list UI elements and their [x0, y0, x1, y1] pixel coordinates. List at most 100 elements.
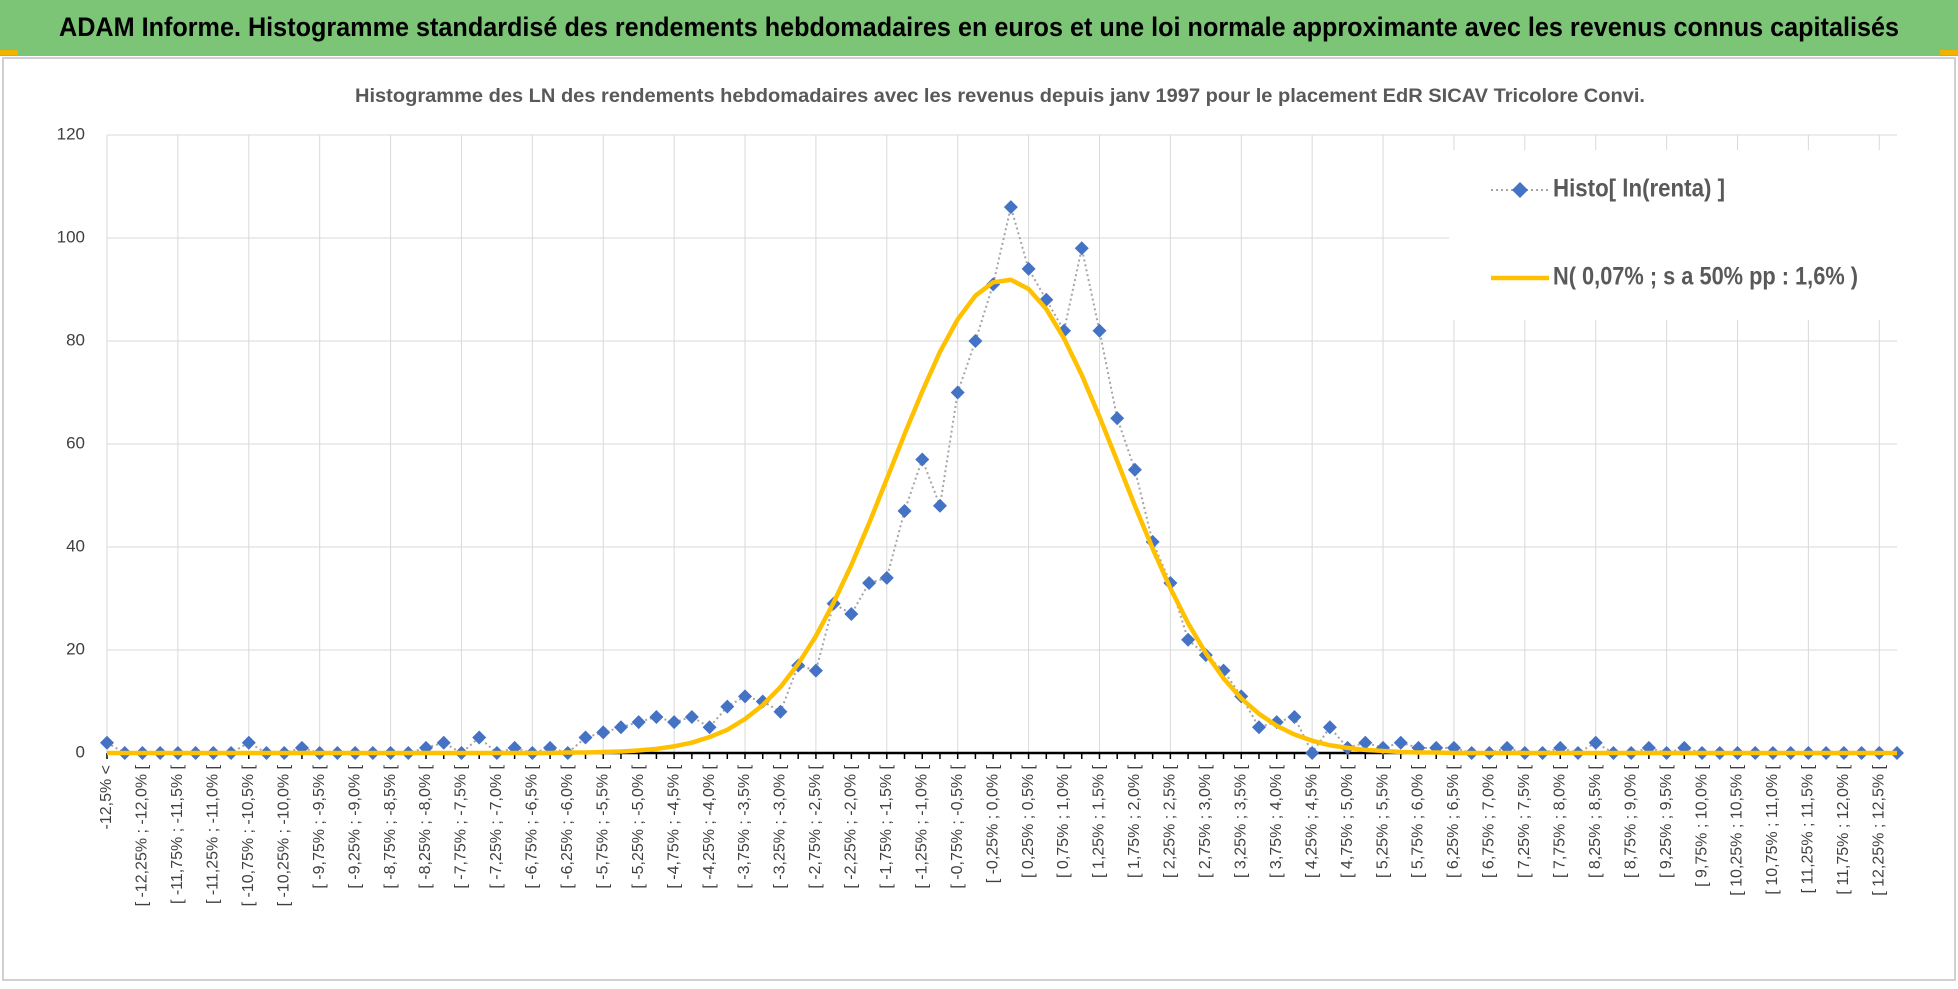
data-point	[613, 720, 628, 735]
data-point	[1092, 323, 1107, 338]
data-point	[702, 720, 717, 735]
x-tick-label: [ -3,75% ; -3,5% [	[736, 764, 753, 888]
x-tick-label: [ -3,25% ; -3,0% [	[772, 764, 789, 888]
data-point	[738, 689, 753, 704]
legend-label: Histo[ ln(renta) ]	[1553, 175, 1725, 203]
x-tick-label: [ -10,75% ; -10,5% [	[240, 764, 257, 906]
data-point	[844, 606, 859, 621]
x-tick-label: [ -5,25% ; -5,0% [	[630, 764, 647, 888]
data-point	[720, 699, 735, 714]
x-tick-label: [ 1,75% ; 2,0% [	[1126, 764, 1143, 878]
data-point	[1127, 462, 1142, 477]
data-point	[915, 452, 930, 467]
legend-box	[1449, 150, 1939, 320]
x-tick-label: [ -2,25% ; -2,0% [	[843, 764, 860, 888]
x-tick-label: [ 3,25% ; 3,5% [	[1232, 764, 1249, 878]
x-tick-label: [ -0,25% ; 0,0% [	[984, 764, 1001, 883]
data-point	[631, 715, 646, 730]
x-tick-label: [ 0,75% ; 1,0% [	[1055, 764, 1072, 878]
data-point	[1251, 720, 1266, 735]
x-tick-label: [ 5,25% ; 5,5% [	[1374, 764, 1391, 878]
y-tick-label: 80	[66, 330, 85, 349]
x-tick-label: [ -11,75% ; -11,5% [	[169, 764, 186, 904]
data-point	[1181, 632, 1196, 647]
x-tick-label: [ 2,25% ; 2,5% [	[1162, 764, 1179, 878]
data-point	[241, 735, 256, 750]
x-tick-label: [ 10,75% ; 11,0% [	[1764, 764, 1781, 894]
data-point	[773, 704, 788, 719]
x-tick-label: [ 0,25% ; 0,5% [	[1020, 764, 1037, 878]
x-tick-label: -12,5% <	[98, 765, 115, 829]
corner	[1940, 50, 1958, 55]
y-tick-label: 40	[66, 536, 85, 555]
x-tick-label: [ 7,25% ; 7,5% [	[1516, 764, 1533, 878]
series-line	[107, 277, 1897, 756]
x-tick-label: [ -4,75% ; -4,5% [	[665, 764, 682, 888]
header-bar	[0, 0, 1958, 56]
data-point	[1287, 709, 1302, 724]
data-point	[1305, 746, 1320, 760]
data-point	[932, 498, 947, 513]
data-point	[1358, 735, 1373, 750]
x-tick-label: [ 12,25% ; 12,5% [	[1870, 764, 1887, 895]
x-tick-label: [ 4,25% ; 4,5% [	[1303, 764, 1320, 878]
x-tick-label: [ 8,75% ; 9,0% [	[1622, 764, 1639, 878]
x-tick-label: [ 7,75% ; 8,0% [	[1551, 764, 1568, 878]
x-tick-label: [ -2,75% ; -2,5% [	[807, 764, 824, 888]
data-point	[950, 385, 965, 400]
x-tick-label: [ -1,75% ; -1,5% [	[878, 764, 895, 888]
data-point	[1588, 735, 1603, 750]
x-tick-label: [ 11,25% ; 11,5% [	[1800, 764, 1817, 893]
corner	[0, 50, 18, 55]
data-point	[472, 730, 487, 745]
x-tick-label: [ 3,75% ; 4,0% [	[1268, 764, 1285, 878]
data-point	[897, 503, 912, 518]
x-tick-label: [ -9,25% ; -9,0% [	[346, 764, 363, 888]
data-point	[667, 715, 682, 730]
x-tick-label: [ 9,75% ; 10,0% [	[1693, 764, 1710, 886]
x-tick-label: [ -11,25% ; -11,0% [	[205, 764, 222, 904]
x-tick-label: [ 8,25% ; 8,5% [	[1587, 764, 1604, 878]
x-tick-label: [ 6,75% ; 7,0% [	[1481, 764, 1498, 878]
data-point	[1393, 735, 1408, 750]
x-tick-label: [ -7,75% ; -7,5% [	[453, 764, 470, 888]
data-point	[596, 725, 611, 740]
header-title: ADAM Informe. Histogramme standardisé de…	[59, 12, 1899, 42]
data-point	[808, 663, 823, 678]
x-tick-label: [ -1,25% ; -1,0% [	[913, 764, 930, 888]
x-tick-label: [ -6,25% ; -6,0% [	[559, 764, 576, 888]
x-tick-label: [ 6,25% ; 6,5% [	[1445, 764, 1462, 878]
data-point	[1021, 261, 1036, 276]
data-point	[1003, 200, 1018, 215]
x-tick-label: [ -9,75% ; -9,5% [	[311, 764, 328, 888]
y-tick-label: 120	[57, 124, 85, 143]
x-tick-label: [ 4,75% ; 5,0% [	[1339, 764, 1356, 878]
y-tick-label: 0	[76, 742, 85, 761]
data-point	[968, 334, 983, 348]
data-point	[1322, 720, 1337, 735]
legend-swatch	[1512, 182, 1528, 198]
x-tick-label: [ 5,75% ; 6,0% [	[1410, 764, 1427, 878]
y-tick-label: 20	[66, 639, 85, 658]
x-tick-label: [ 9,25% ; 9,5% [	[1658, 764, 1675, 878]
x-tick-label: [ -12,25% ; -12,0% [	[134, 764, 151, 906]
x-tick-label: [ -0,75% ; -0,5% [	[949, 764, 966, 888]
y-tick-label: 100	[57, 227, 85, 246]
x-tick-label: [ 11,75% ; 12,0% [	[1835, 764, 1852, 894]
data-point	[436, 735, 451, 750]
x-tick-label: [ -4,25% ; -4,0% [	[701, 764, 718, 888]
data-point	[578, 730, 593, 745]
legend-label: N( 0,07% ; s a 50% pp : 1,6% )	[1553, 263, 1858, 291]
x-tick-label: [ 1,25% ; 1,5% [	[1091, 764, 1108, 878]
x-tick-label: [ -10,25% ; -10,0% [	[275, 764, 292, 906]
x-tick-label: [ -8,25% ; -8,0% [	[417, 764, 434, 888]
data-point	[862, 576, 877, 591]
x-tick-label: [ -5,75% ; -5,5% [	[594, 764, 611, 888]
x-tick-label: [ -7,25% ; -7,0% [	[488, 764, 505, 888]
data-point	[684, 709, 699, 724]
x-tick-label: [ -8,75% ; -8,5% [	[382, 764, 399, 888]
chart-title: Histogramme des LN des rendements hebdom…	[355, 86, 1645, 107]
x-tick-label: [ 10,25% ; 10,5% [	[1729, 764, 1746, 895]
